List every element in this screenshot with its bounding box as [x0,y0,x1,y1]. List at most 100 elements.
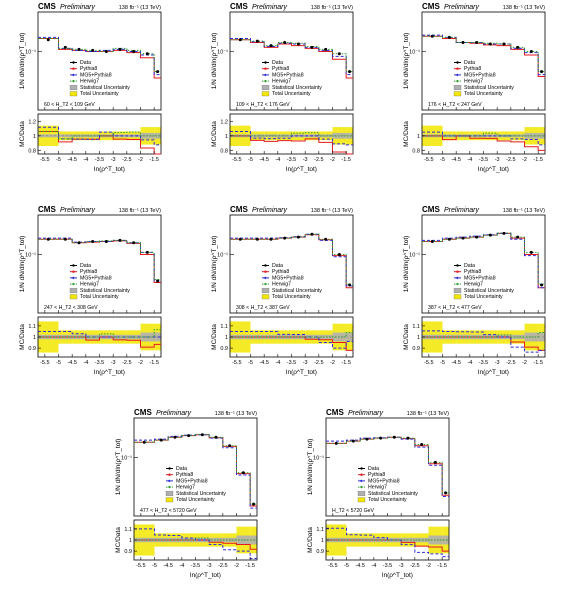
ratio-y-tick-label: 1 [417,335,420,341]
ratio-y-tick-label: 1 [225,335,228,341]
x-tick-label: -3 [207,563,212,569]
legend-marker [456,264,459,267]
y-axis-label: 1/N dN/dln(ρ^T_tot) [19,236,26,293]
ratio-y-axis-label: MC/Data [19,121,26,147]
legend-swatch [165,491,174,496]
ratio-y-axis-label: MC/Data [211,324,218,350]
x-tick-label: -2.5 [314,157,323,163]
x-tick-label: -2.5 [218,563,227,569]
data-point [118,47,122,51]
data-point [77,241,81,245]
data-point [63,45,67,49]
x-axis-label: ln(ρ^T_tot) [382,572,413,579]
x-tick-label: -4.5 [355,563,364,569]
legend-label: Data [176,466,187,472]
cms-label: CMS [326,408,344,417]
legend-label: Statistical Uncertainty [80,288,130,294]
legend-marker [264,73,267,77]
ratio-mg5-pythia8 [326,527,449,558]
legend-marker [360,473,363,476]
legend-marker [456,276,459,280]
region-label: 109 < H_T2 < 176 GeV [236,102,290,108]
legend-label: Statistical Uncertainty [272,288,322,294]
x-axis-label: ln(ρ^T_tot) [478,166,509,173]
legend-marker [72,79,75,83]
x-tick-label: -4.5 [67,157,76,163]
data-point [475,41,479,45]
ratio-mg5-pythia8 [230,330,353,349]
legend-label: Herwig7 [272,79,291,85]
data-point [461,41,465,45]
legend-marker [168,467,171,470]
x-tick-label: -5 [56,360,61,366]
region-label: 387 < H_T2 < 477 GeV [428,305,482,311]
data-point [529,250,533,254]
legend-label: Statistical Uncertainty [272,85,322,91]
status-label: Preliminary [348,410,384,417]
legend-marker [264,67,267,70]
x-tick-label: -4 [275,360,280,366]
data-point [46,38,50,42]
status-label: Preliminary [252,207,288,214]
ratio-y-tick-label: 1.2 [28,119,36,125]
series-pythia8 [326,436,449,496]
panel-1: CMS Preliminary 138 fb⁻¹ (13 TeV) -5.5 -5 -4.… [19,2,162,173]
x-tick-label: -4 [467,360,472,366]
x-tick-label: -2 [138,360,143,366]
legend-label: MG5+Pythia8 [464,275,496,281]
lumi-label: 138 fb⁻¹ (13 TeV) [119,5,161,11]
x-tick-label: -3 [399,563,404,569]
y-axis-label: 1/N dN/dln(ρ^T_tot) [115,439,122,496]
legend-marker [456,270,459,273]
x-tick-label: -2.5 [122,360,131,366]
legend-label: MG5+Pythia8 [464,72,496,78]
data-point [502,42,506,46]
stat-uncertainty-band [154,132,161,139]
data-point [118,238,122,242]
x-tick-label: -2 [330,157,335,163]
data-point [132,49,136,53]
x-tick-label: -3 [111,360,116,366]
legend-marker [168,485,171,489]
status-label: Preliminary [444,4,480,11]
y-axis-label: 1/N dN/dln(ρ^T_tot) [211,236,218,293]
legend-label: Statistical Uncertainty [368,491,418,497]
data-point [77,47,81,51]
ratio-herwig7 [422,332,545,338]
series-mg5-pythia8 [326,436,449,497]
legend-label: Herwig7 [368,485,387,491]
x-tick-label: -1.5 [341,157,350,163]
data-point [516,235,520,239]
ratio-y-axis-label: MC/Data [211,121,218,147]
x-tick-label: -2 [234,563,239,569]
legend-marker [72,276,75,280]
data-point [324,47,328,51]
legend-label: Total Uncertainty [464,294,503,300]
ratio-y-tick-label: 1 [129,538,132,544]
status-label: Preliminary [252,4,288,11]
stat-uncertainty-band [510,134,525,138]
stat-uncertainty-band [38,134,59,138]
ratio-y-tick-label: 1.1 [124,527,132,533]
x-tick-label: -4.5 [451,360,460,366]
legend-marker [72,264,75,267]
data-point [91,48,95,52]
x-tick-label: -5.5 [40,360,49,366]
lumi-label: 138 fb⁻¹ (13 TeV) [311,5,353,11]
panel-4: CMS Preliminary 138 fb⁻¹ (13 TeV) -5.5 -5 -4.… [19,205,162,376]
ratio-y-axis-label: MC/Data [19,324,26,350]
data-point [337,252,341,256]
series-mg5-pythia8 [134,434,257,509]
legend-swatch [357,491,366,496]
legend-swatch [261,294,270,300]
legend-marker [72,73,75,77]
legend-label: MG5+Pythia8 [176,478,208,484]
legend-marker [360,485,363,489]
x-tick-label: -5 [56,157,61,163]
data-point [348,70,352,74]
x-tick-label: -1.5 [533,360,542,366]
data-point [228,444,232,448]
ratio-y-tick-label: 0.9 [220,346,228,352]
x-tick-label: -3 [303,157,308,163]
ratio-y-tick-label: 1.2 [220,119,228,125]
